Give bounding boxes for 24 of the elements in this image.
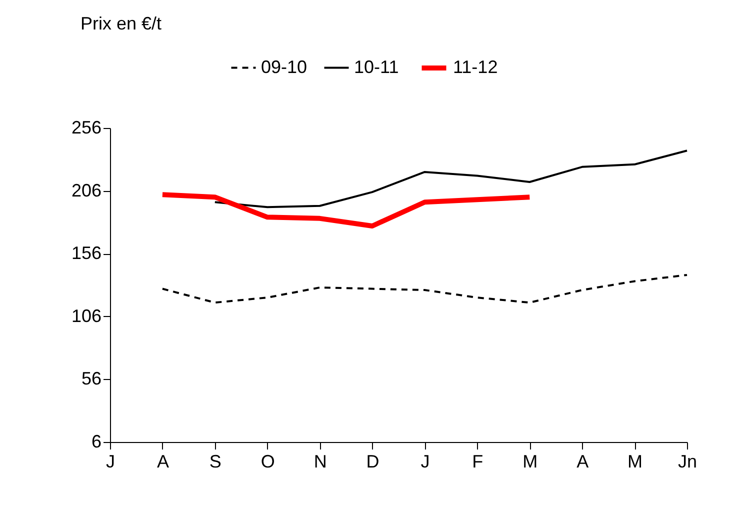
x-tick-label: F (472, 452, 484, 472)
y-axis-title: Prix en €/t (80, 14, 162, 34)
y-tick-label: 6 (91, 432, 102, 452)
legend-label: 11-12 (453, 57, 498, 77)
legend-label: 09-10 (261, 56, 308, 77)
x-tick-label: D (366, 452, 380, 472)
x-tick-label: A (576, 452, 589, 472)
legend-label: 10-11 (354, 56, 399, 77)
x-tick-label: Jn (678, 452, 698, 472)
y-tick-label: 156 (71, 243, 102, 264)
x-tick-label: S (209, 452, 222, 472)
x-tick-label: M (628, 452, 643, 472)
y-tick-label: 56 (81, 368, 102, 389)
x-tick-label: J (420, 452, 430, 472)
x-tick-label: O (260, 452, 275, 472)
y-tick-label: 106 (71, 306, 102, 326)
line-series (214, 150, 688, 208)
x-tick-label: M (522, 452, 538, 472)
y-tick-label: 206 (71, 180, 102, 200)
x-tick-label: A (156, 452, 169, 472)
y-tick-label: 256 (71, 118, 102, 138)
x-tick-label: N (314, 452, 327, 472)
line-series (161, 274, 688, 304)
x-tick-label: J (106, 452, 115, 472)
